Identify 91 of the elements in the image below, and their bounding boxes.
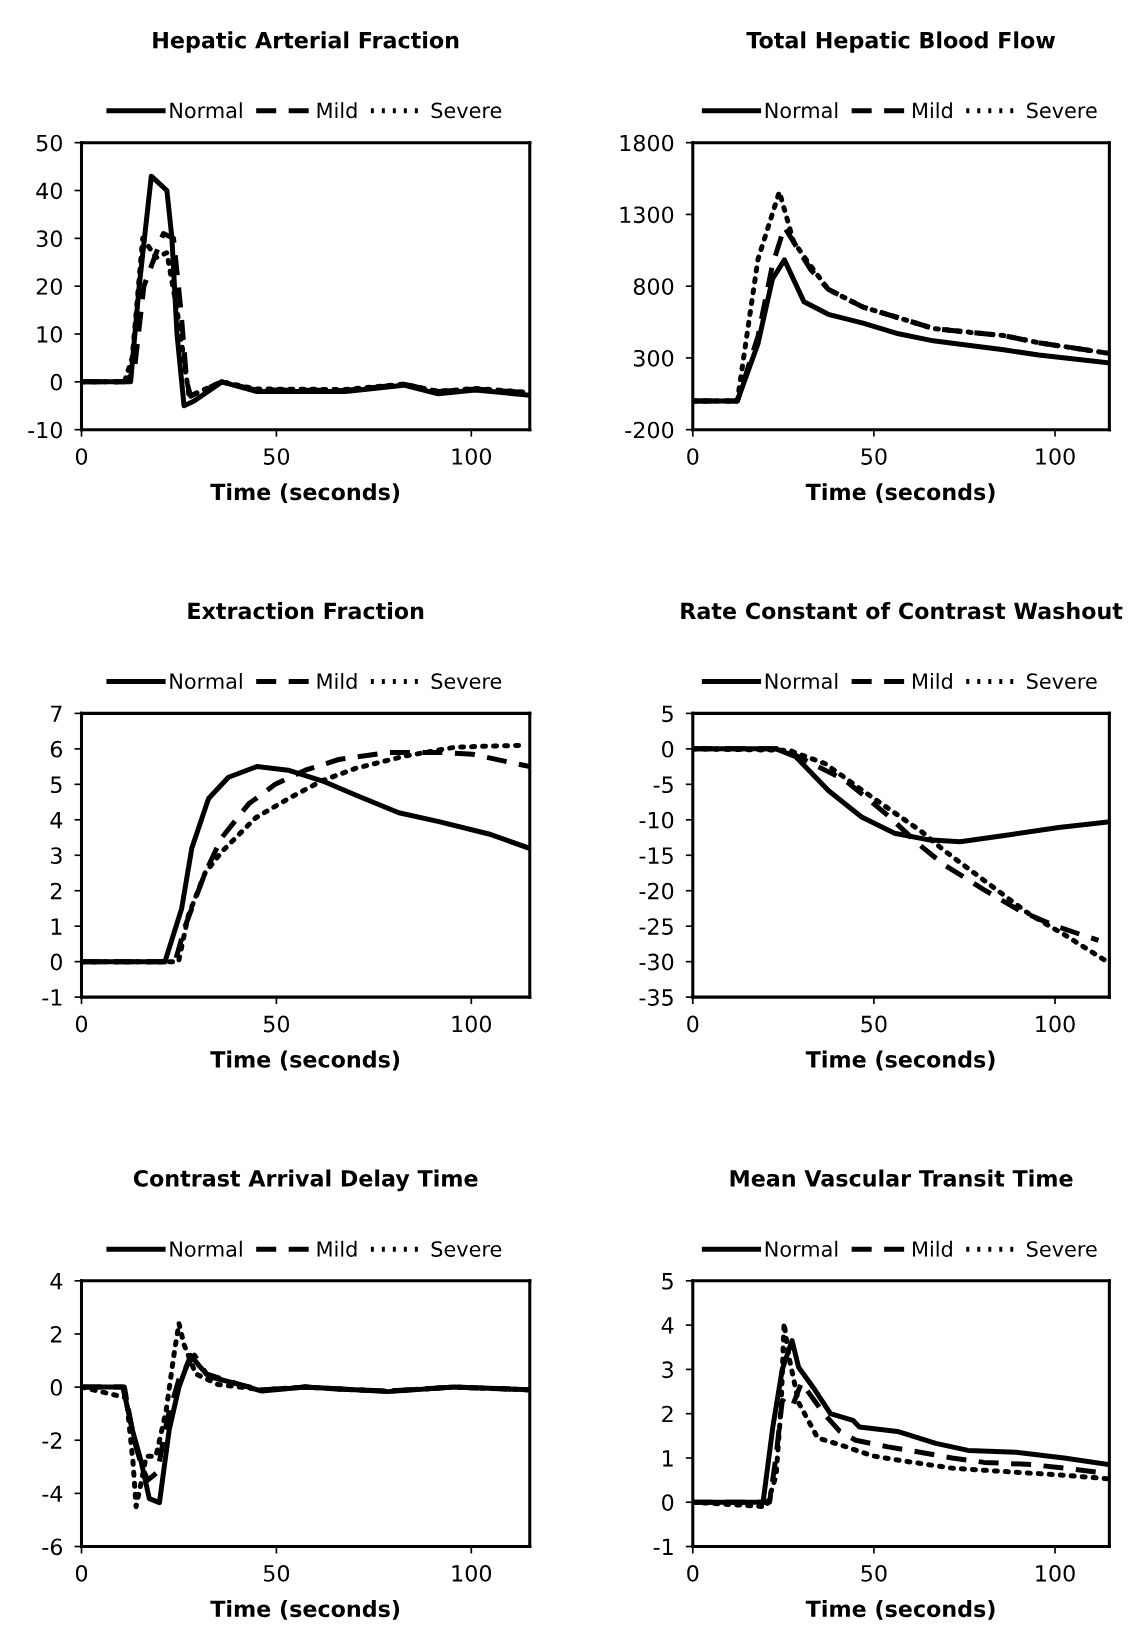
x-tick-label: 0 [687,448,699,465]
y-tick-label: -15 [639,847,673,865]
x-tick-label: 100 [1036,1564,1075,1582]
x-tick-label: 0 [75,1015,88,1033]
y-tick-label: 0 [50,953,62,971]
y-tick-label: 30 [36,230,62,248]
legend-label: Severe [1027,1241,1097,1257]
x-tick-label: 100 [1036,448,1075,465]
chart-title: Extraction Fraction [188,602,424,620]
legend-label: Mild [317,102,357,119]
y-tick-label: 5 [662,1273,673,1290]
y-tick-label: 1800 [620,134,674,152]
y-tick-label: 2 [50,882,62,900]
legend-label: Normal [765,102,838,119]
x-tick-label: 100 [452,1564,492,1582]
legend-label: Severe [1027,102,1097,119]
y-tick-label: -5 [653,776,673,794]
chart-title: Contrast Arrival Delay Time [133,1169,478,1192]
y-tick-label: -4 [42,1485,63,1502]
y-tick-label: 40 [36,182,62,200]
x-tick-label: 0 [75,1564,88,1582]
chart-title: Hepatic Arterial Fraction [153,31,459,53]
y-tick-label: 1300 [620,206,674,224]
legend-label: Mild [317,1240,357,1257]
legend-label: Normal [170,1240,242,1257]
x-axis-title: Time (seconds) [210,1599,400,1620]
x-axis-title: Time (seconds) [210,1050,400,1071]
chart-title: Rate Constant of Contrast Washout [681,602,1123,620]
x-tick-label: 50 [263,1015,290,1033]
legend-label: Normal [170,672,242,690]
chart-title: Mean Vascular Transit Time [730,1169,1073,1187]
y-tick-label: 0 [50,373,62,391]
y-tick-label: 7 [51,705,62,722]
x-tick-label: 50 [861,1564,887,1582]
x-tick-label: 100 [452,1015,492,1033]
y-tick-label: 4 [661,1317,674,1334]
legend-label: Normal [765,1240,838,1257]
legend-label: Severe [431,673,502,690]
x-tick-label: 50 [263,448,290,465]
y-tick-label: 1 [663,1450,673,1467]
y-tick-label: -30 [639,953,674,971]
y-tick-label: -1 [42,989,62,1006]
x-tick-label: 100 [1036,1015,1075,1033]
legend-label: Normal [765,672,838,690]
y-tick-label: -10 [28,421,62,439]
legend-label: Mild [913,672,952,690]
x-tick-label: 50 [263,1564,290,1582]
y-tick-label: 4 [50,1273,63,1290]
x-tick-label: 0 [687,1564,699,1582]
y-tick-label: 3 [51,847,62,865]
x-tick-label: 100 [452,448,492,465]
x-tick-label: 50 [861,1015,887,1033]
y-tick-label: 0 [662,740,674,758]
legend-label: Mild [317,672,357,690]
y-tick-label: 10 [37,325,62,343]
x-axis-title: Time (seconds) [805,483,995,503]
x-axis-title: Time (seconds) [210,483,400,503]
x-axis-title: Time (seconds) [805,1599,995,1620]
legend-label: Normal [170,102,242,119]
y-tick-label: 800 [633,278,674,295]
y-tick-label: 2 [662,1405,673,1423]
y-tick-label: -10 [639,811,674,829]
y-tick-label: -35 [639,989,673,1006]
chart-title: Total Hepatic Blood Flow [746,31,1056,53]
y-tick-label: 6 [50,740,63,758]
legend-label: Severe [431,102,502,119]
y-tick-label: 0 [50,1379,62,1396]
y-tick-label: 50 [36,134,62,152]
x-tick-label: 0 [75,448,88,465]
x-tick-label: 0 [687,1015,699,1033]
y-tick-label: -2 [42,1432,62,1449]
y-tick-label: 5 [51,776,62,794]
y-tick-label: -1 [653,1538,673,1555]
legend-label: Mild [913,102,952,119]
y-tick-label: 20 [36,278,62,295]
y-tick-label: 4 [50,812,63,829]
x-axis-title: Time (seconds) [805,1050,995,1071]
y-tick-label: -20 [639,882,674,900]
y-tick-label: 3 [662,1361,673,1379]
y-tick-label: 5 [662,705,673,723]
legend-label: Mild [913,1240,952,1257]
y-tick-label: 0 [662,1494,674,1511]
y-tick-label: 300 [634,349,674,367]
y-tick-label: -200 [625,421,674,439]
y-tick-label: 1 [51,918,62,935]
y-tick-label: -25 [639,918,673,935]
y-tick-label: -6 [42,1538,63,1556]
y-tick-label: 2 [50,1325,62,1343]
legend-label: Severe [431,1241,502,1257]
x-tick-label: 50 [861,448,887,465]
legend-label: Severe [1027,673,1097,690]
